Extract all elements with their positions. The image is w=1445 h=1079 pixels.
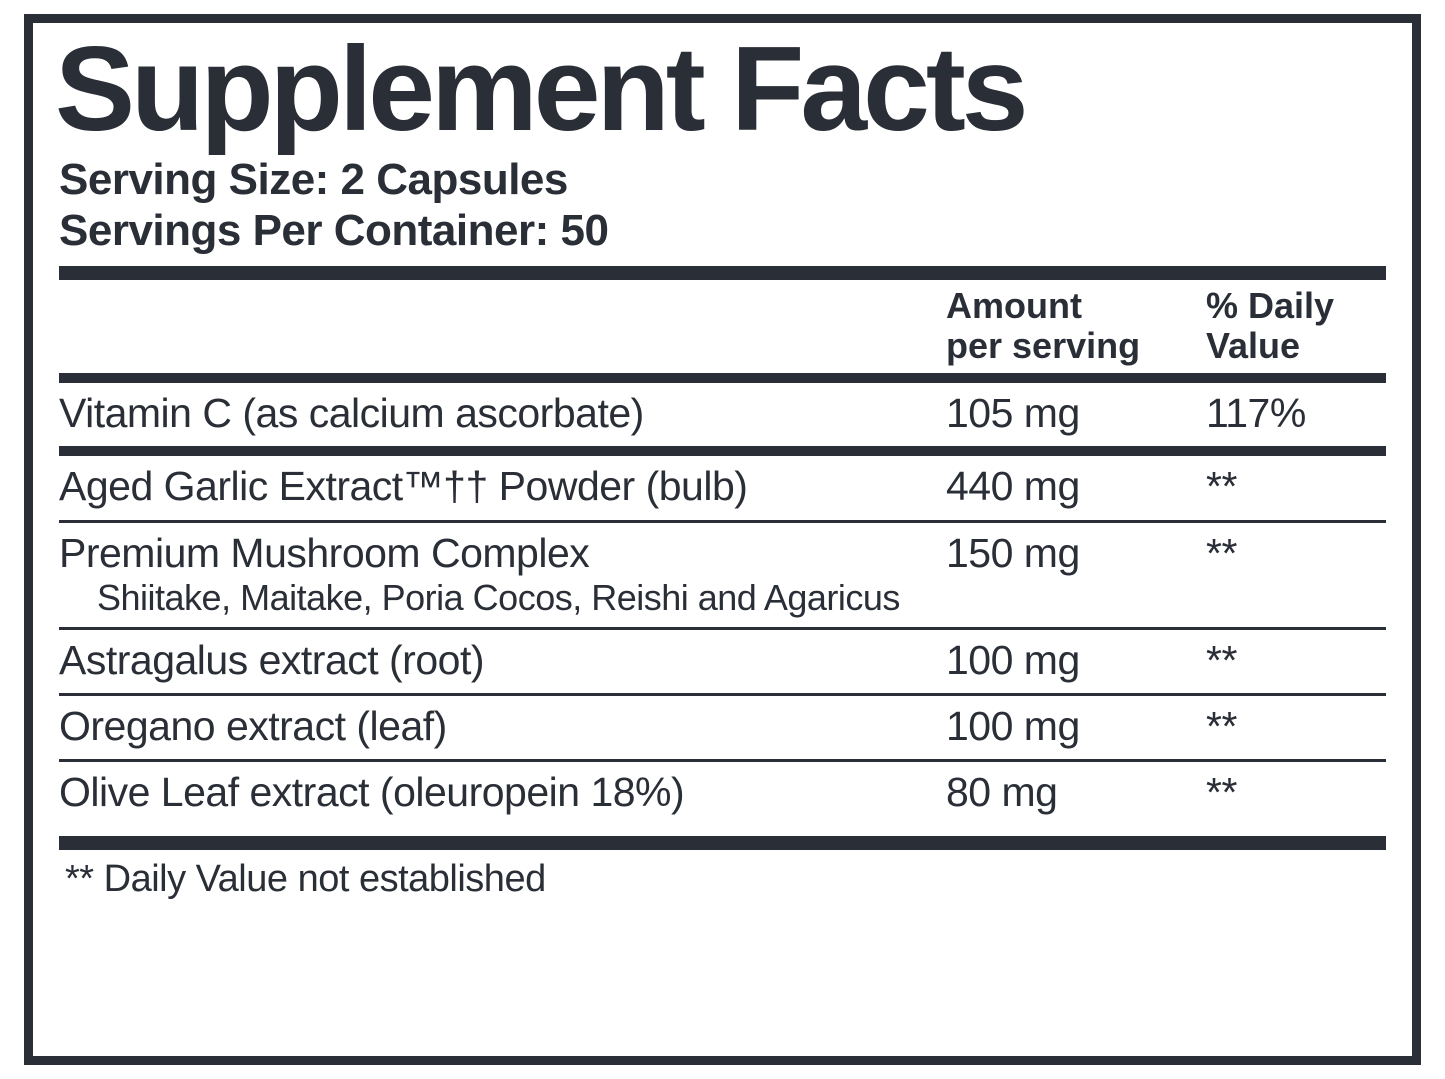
ingredient-name: Vitamin C (as calcium ascorbate) [59,391,946,436]
daily-value: ** [1206,770,1386,815]
daily-value: ** [1206,704,1386,749]
col-amount-header: Amount per serving [946,286,1206,365]
supplement-facts-panel: Supplement Facts Serving Size: 2 Capsule… [24,14,1421,1065]
rule-thick-top [59,266,1386,280]
ingredient-name: Olive Leaf extract (oleuropein 18%) [59,770,946,815]
serving-size: Serving Size: 2 Capsules [59,155,1386,206]
ingredient-name: Astragalus extract (root) [59,638,946,683]
rule [59,836,1386,850]
rule-mid-header [59,373,1386,383]
ingredient-name: Oregano extract (leaf) [59,704,946,749]
table-row: Vitamin C (as calcium ascorbate)105 mg11… [59,383,1386,446]
rows-container: Vitamin C (as calcium ascorbate)105 mg11… [59,383,1386,849]
amount-per-serving: 150 mg [946,531,1206,576]
amount-per-serving: 105 mg [946,391,1206,436]
table-row: Astragalus extract (root)100 mg** [59,630,1386,693]
panel-title: Supplement Facts [55,29,1386,149]
daily-value: ** [1206,464,1386,509]
daily-value: 117% [1206,391,1386,436]
daily-value: ** [1206,531,1386,576]
table-row: Olive Leaf extract (oleuropein 18%)80 mg… [59,762,1386,825]
footnote: ** Daily Value not established [59,850,1386,907]
column-headers: Amount per serving % Daily Value [59,280,1386,373]
amount-per-serving: 100 mg [946,638,1206,683]
rule [59,446,1386,456]
col-dv-header: % Daily Value [1206,286,1386,365]
servings-per-container: Servings Per Container: 50 [59,206,1386,257]
ingredient-subline: Shiitake, Maitake, Poria Cocos, Reishi a… [97,578,946,618]
table-row: Aged Garlic Extract™†† Powder (bulb)440 … [59,456,1386,519]
amount-per-serving: 100 mg [946,704,1206,749]
amount-per-serving: 80 mg [946,770,1206,815]
amount-per-serving: 440 mg [946,464,1206,509]
ingredient-name: Aged Garlic Extract™†† Powder (bulb) [59,464,946,509]
daily-value: ** [1206,638,1386,683]
ingredient-name: Premium Mushroom ComplexShiitake, Maitak… [59,531,946,618]
table-row: Premium Mushroom ComplexShiitake, Maitak… [59,523,1386,628]
table-row: Oregano extract (leaf)100 mg** [59,696,1386,759]
